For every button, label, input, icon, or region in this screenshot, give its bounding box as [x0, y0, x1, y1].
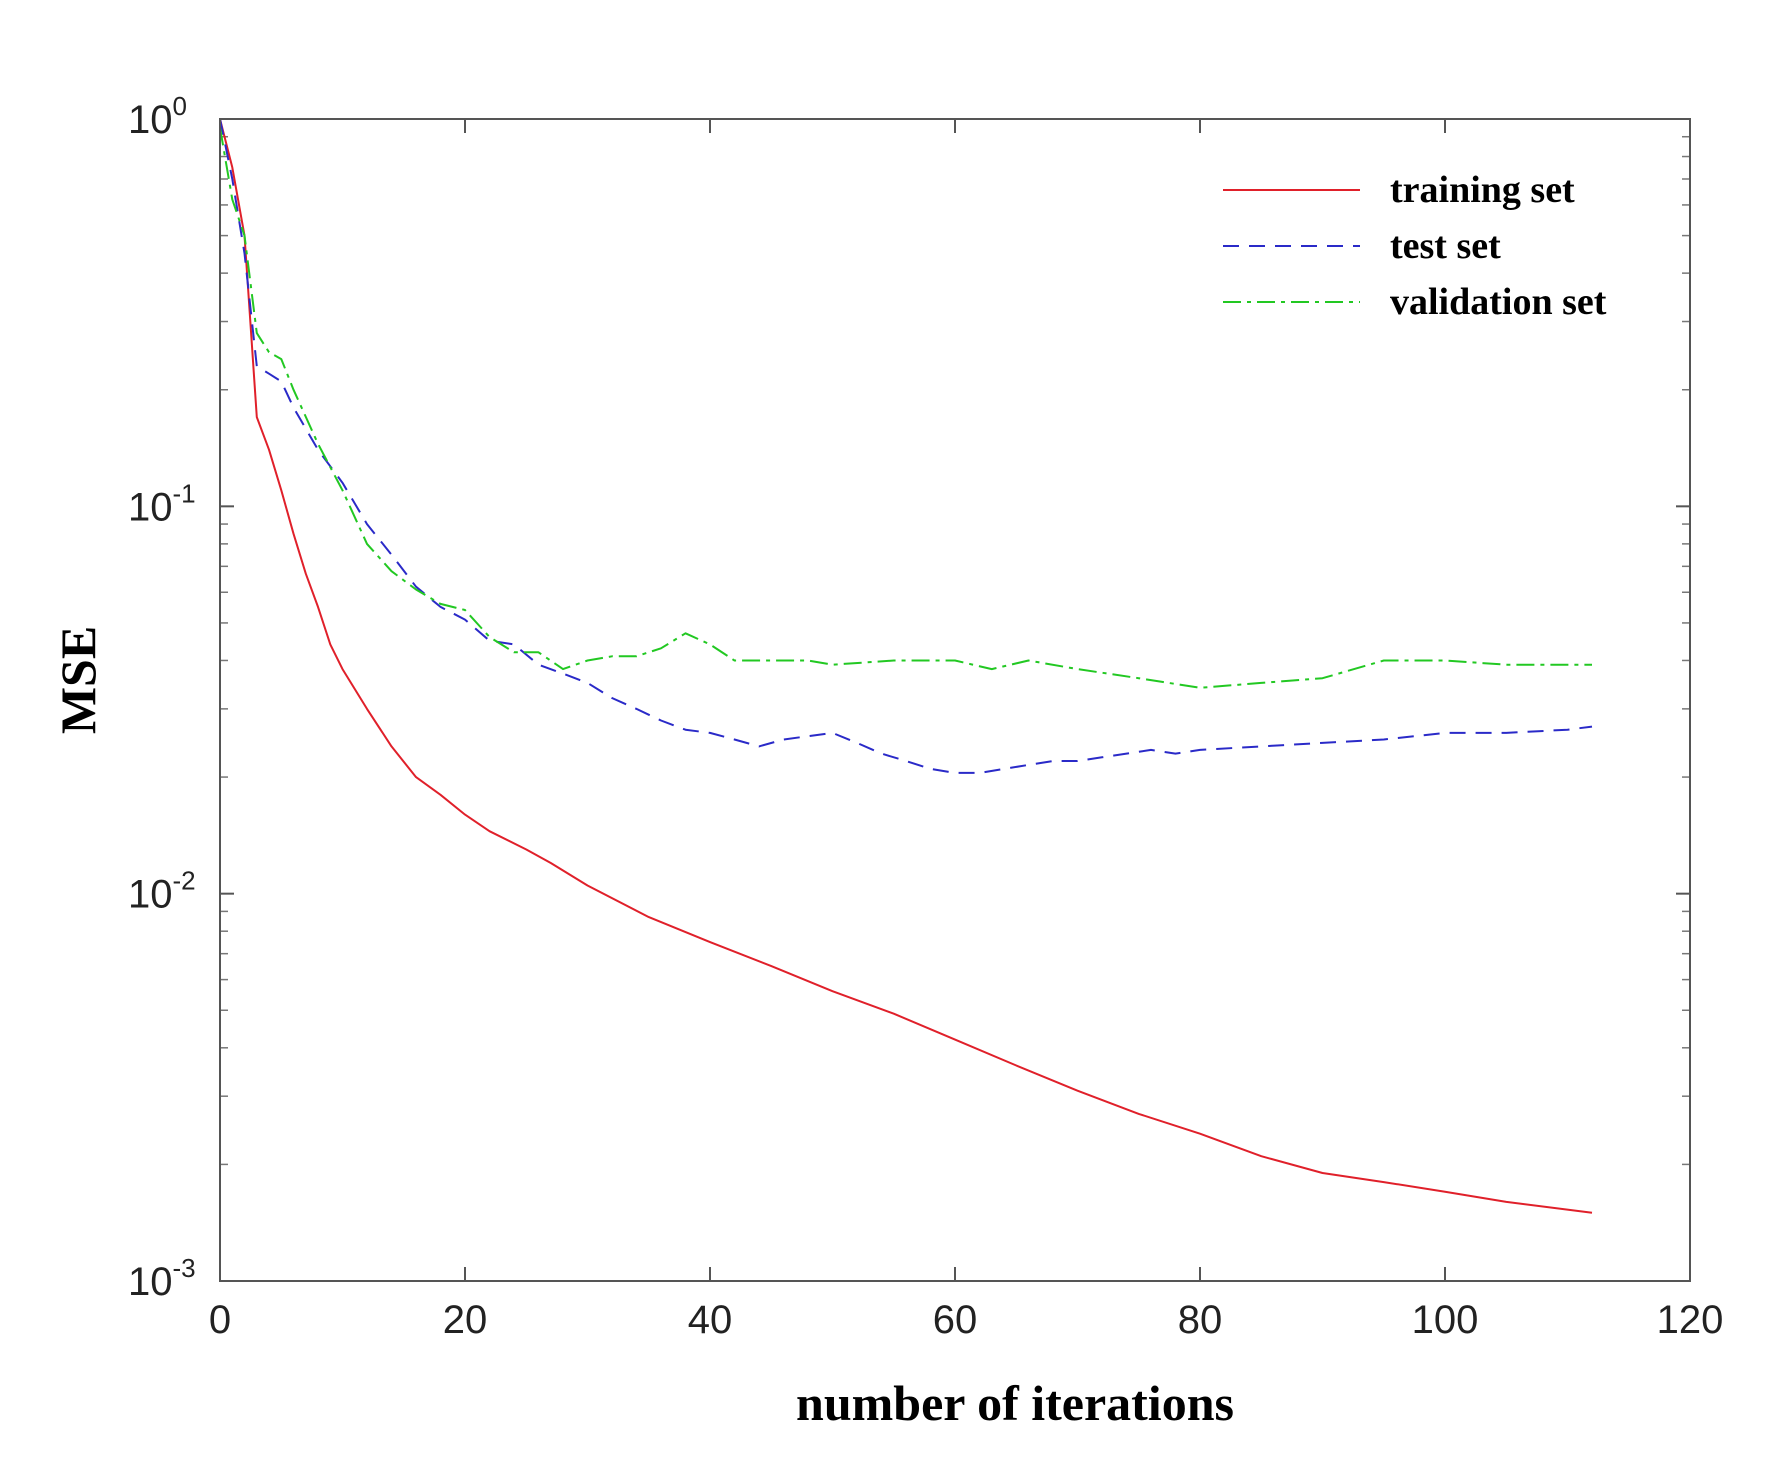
series-line	[219, 127, 1592, 689]
x-tick-label: 0	[209, 1298, 231, 1342]
x-tick-label: 20	[443, 1298, 488, 1342]
y-tick-label: 10-1	[128, 478, 196, 529]
legend-label: validation set	[1390, 281, 1607, 323]
plot-area	[220, 119, 1690, 1281]
plot-frame	[219, 118, 1691, 1282]
x-tick-label: 120	[1657, 1298, 1724, 1342]
x-tick-label: 80	[1178, 1298, 1223, 1342]
y-tick-label: 10-3	[128, 1253, 196, 1304]
legend: training set test set validation set	[1223, 169, 1607, 323]
legend-label: test set	[1390, 225, 1501, 267]
series-layer	[219, 118, 1593, 1214]
legend-label: training set	[1390, 169, 1575, 211]
tick-labels: 0 20 40 60 80 100 120 100 10-1 10-2 10-3	[128, 91, 1723, 1342]
x-tick-label: 60	[933, 1298, 978, 1342]
y-tick-label: 10-2	[128, 866, 196, 917]
y-axis-title: MSE	[50, 626, 106, 734]
x-tick-label: 100	[1412, 1298, 1479, 1342]
series-line	[219, 118, 1593, 1214]
y-tick-label: 100	[128, 91, 187, 142]
x-axis-title: number of iterations	[796, 1375, 1234, 1431]
series-line	[219, 118, 1593, 774]
x-tick-label: 40	[688, 1298, 733, 1342]
